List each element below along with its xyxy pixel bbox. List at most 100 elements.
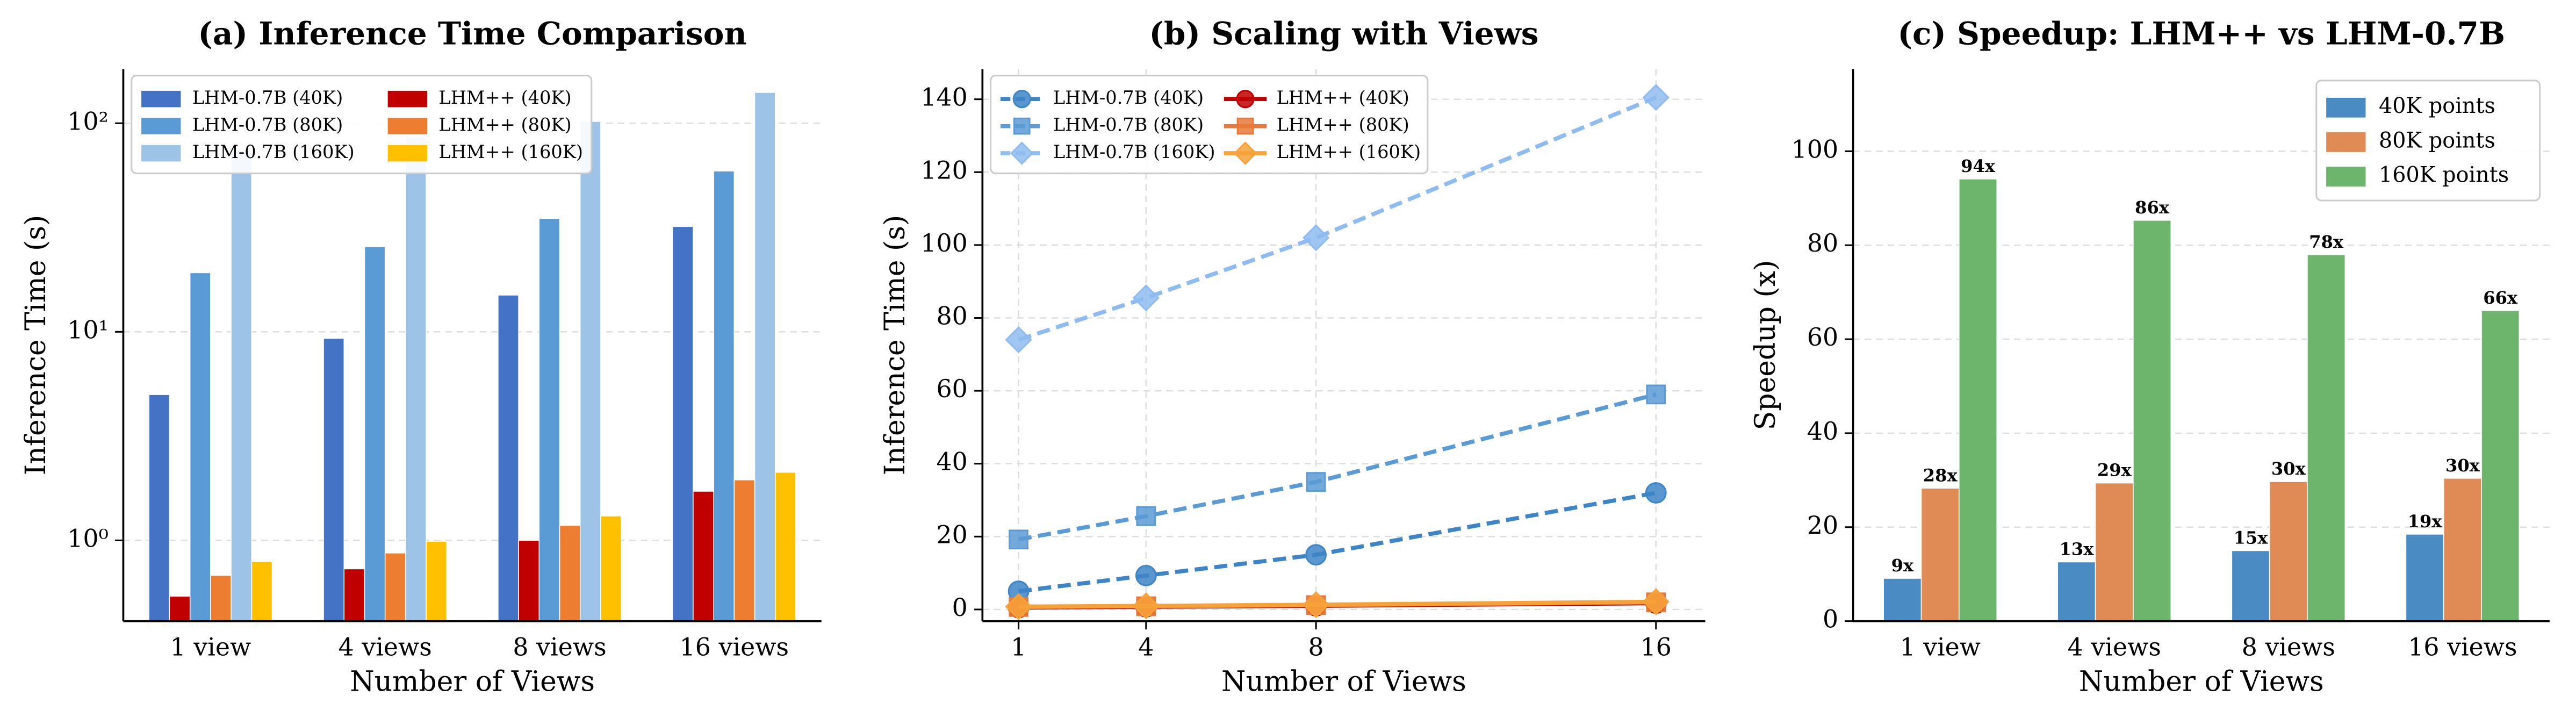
legend-label: 80K points [2379, 128, 2495, 153]
bar [323, 338, 345, 622]
data-label: 9x [1891, 555, 1914, 576]
marker [1009, 529, 1028, 550]
y-tick-label: 140 [920, 83, 968, 112]
x-tick-label: 4 [1138, 633, 1154, 662]
legend-box [990, 75, 1429, 175]
x-tick-label: 4 views [339, 633, 432, 662]
marker [1303, 591, 1330, 619]
legend-swatch [2326, 132, 2366, 152]
data-label: 94x [1961, 156, 1996, 176]
marker [1132, 284, 1160, 312]
bar [498, 295, 519, 622]
marker [1305, 544, 1327, 566]
x-tick-label: 8 views [513, 633, 606, 662]
data-label: 29x [2097, 460, 2132, 481]
marker [1642, 84, 1670, 111]
legend-label: LHM++ (40K) [1277, 87, 1409, 108]
x-tick-label: 8 [1308, 633, 1324, 662]
bar [600, 515, 622, 622]
y-tick-label: 120 [920, 155, 968, 184]
y-tick-label: 60 [1807, 322, 1838, 352]
bar [713, 170, 735, 622]
x-axis-label: Number of Views [1221, 665, 1466, 698]
y-tick-label: 100 [920, 228, 968, 257]
bar [2057, 561, 2096, 622]
legend-label: LHM-0.7B (160K) [192, 141, 355, 162]
y-tick-label: 10¹ [67, 315, 109, 344]
bar [2405, 534, 2444, 622]
legend-label: LHM-0.7B (160K) [1053, 141, 1215, 162]
x-tick-label: 1 view [1899, 633, 1981, 662]
bar [210, 575, 232, 622]
legend-swatch [387, 118, 428, 134]
bar [559, 525, 581, 622]
line [1018, 491, 1657, 593]
legend-label: LHM-0.7B (80K) [192, 114, 343, 135]
data-label: 28x [1923, 465, 1958, 485]
data-label: 30x [2445, 455, 2480, 476]
bar [2095, 482, 2134, 622]
y-tick-label: 100 [1791, 134, 1839, 163]
marker [1303, 224, 1330, 252]
bar [384, 553, 406, 622]
marker [1306, 472, 1326, 492]
legend-label: LHM++ (160K) [1277, 141, 1421, 162]
bar [251, 561, 273, 622]
legend-label: 40K points [2379, 94, 2495, 118]
x-axis-label: Number of Views [2079, 665, 2324, 698]
bar [169, 596, 191, 622]
data-label: 86x [2135, 197, 2170, 218]
bar [1883, 578, 1922, 622]
legend-swatch [2326, 97, 2366, 118]
legend-swatch [387, 145, 428, 162]
bar [579, 121, 601, 622]
bar [2133, 220, 2172, 622]
bar [693, 491, 714, 622]
data-label: 78x [2309, 232, 2344, 252]
marker [1236, 90, 1255, 109]
data-label: 13x [2060, 539, 2095, 560]
legend-swatch [387, 90, 428, 107]
bar [2269, 481, 2308, 622]
marker [1010, 141, 1034, 165]
y-tick-label: 10⁰ [67, 524, 109, 553]
bar [364, 246, 386, 622]
bar [775, 471, 796, 622]
marker [1135, 564, 1157, 586]
data-label: 19x [2408, 511, 2443, 532]
y-tick-label: 20 [937, 520, 968, 549]
marker [1005, 326, 1032, 354]
bar [405, 137, 427, 622]
legend-label: LHM-0.7B (80K) [1053, 114, 1204, 135]
bar [1959, 178, 1997, 622]
legend-swatch [2326, 167, 2366, 187]
line [1018, 392, 1657, 542]
marker [1646, 384, 1666, 405]
bar [2443, 478, 2482, 622]
x-tick-label: 16 [1640, 633, 1672, 662]
legend-swatch [141, 145, 181, 162]
bar [518, 540, 540, 622]
bar [343, 568, 365, 622]
data-label: 30x [2271, 458, 2306, 479]
subplot: (b) Scaling with Views Number of Views Inf… [879, 15, 1706, 698]
data-label: 66x [2483, 288, 2518, 308]
y-axis-label: Inference Time (s) [20, 215, 52, 476]
legend-label: LHM++ (40K) [438, 87, 571, 108]
marker [1013, 117, 1031, 135]
bar [1920, 488, 1960, 622]
y-tick-label: 10² [67, 106, 109, 135]
chart-title: (a) Inference Time Comparison [198, 15, 746, 52]
legend-label: LHM-0.7B (40K) [1053, 87, 1204, 108]
bar [148, 394, 170, 622]
y-tick-label: 40 [937, 447, 968, 476]
bar [231, 150, 253, 622]
legend-label: 160K points [2379, 163, 2509, 188]
x-axis-label: Number of Views [350, 665, 595, 698]
chart-title: (b) Scaling with Views [1149, 15, 1538, 52]
x-tick-label: 8 views [2242, 633, 2335, 662]
bar [2231, 550, 2270, 622]
legend-box [131, 75, 593, 175]
legend-box [2315, 80, 2541, 202]
